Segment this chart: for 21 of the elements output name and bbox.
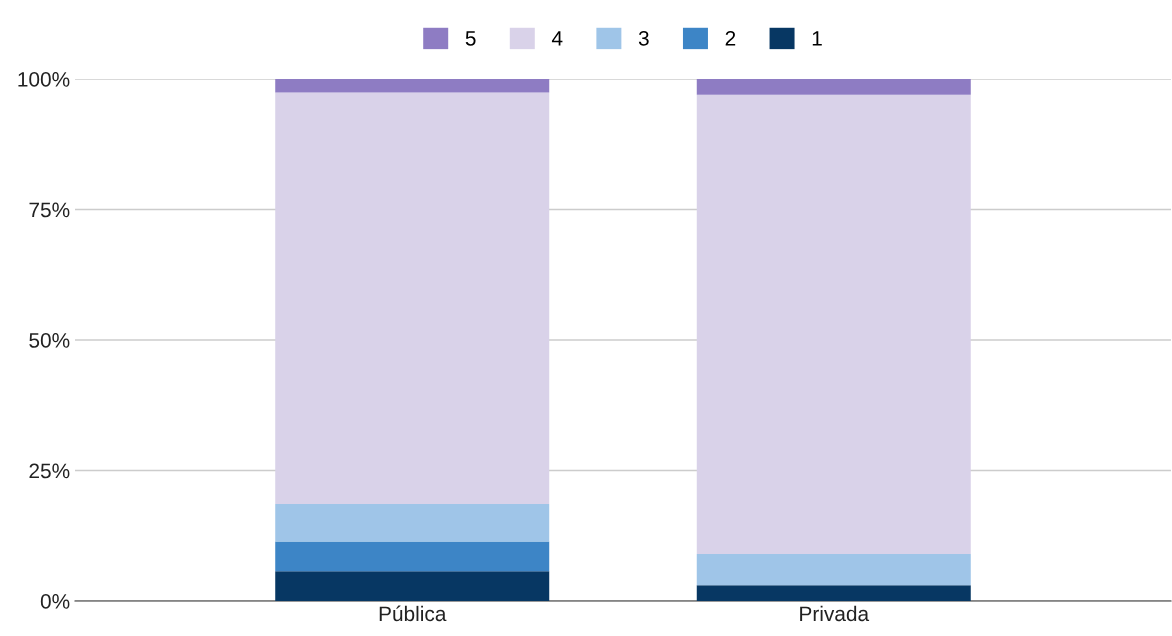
y-tick-label: 75%: [29, 202, 70, 218]
bar: [696, 554, 971, 586]
bar: [275, 503, 550, 542]
legend-label: 5: [465, 31, 476, 46]
y-tick-label: 25%: [29, 463, 70, 479]
bar: [275, 92, 550, 504]
y-tick-label: 100%: [18, 72, 70, 87]
y-tick-label: 50%: [29, 333, 70, 348]
bar: [696, 79, 971, 95]
legend-label: 1: [812, 31, 822, 46]
bar: [275, 571, 550, 601]
bar: [275, 79, 550, 93]
x-tick-label: Privada: [800, 605, 870, 622]
bar: [275, 541, 550, 572]
y-tick-label: 0%: [40, 594, 70, 609]
bar: [696, 585, 971, 601]
legend-label: 2: [725, 30, 736, 46]
bar: [696, 94, 971, 555]
x-tick-label: Pública: [379, 605, 447, 622]
legend-label: 4: [551, 31, 563, 46]
legend-label: 3: [638, 30, 649, 46]
